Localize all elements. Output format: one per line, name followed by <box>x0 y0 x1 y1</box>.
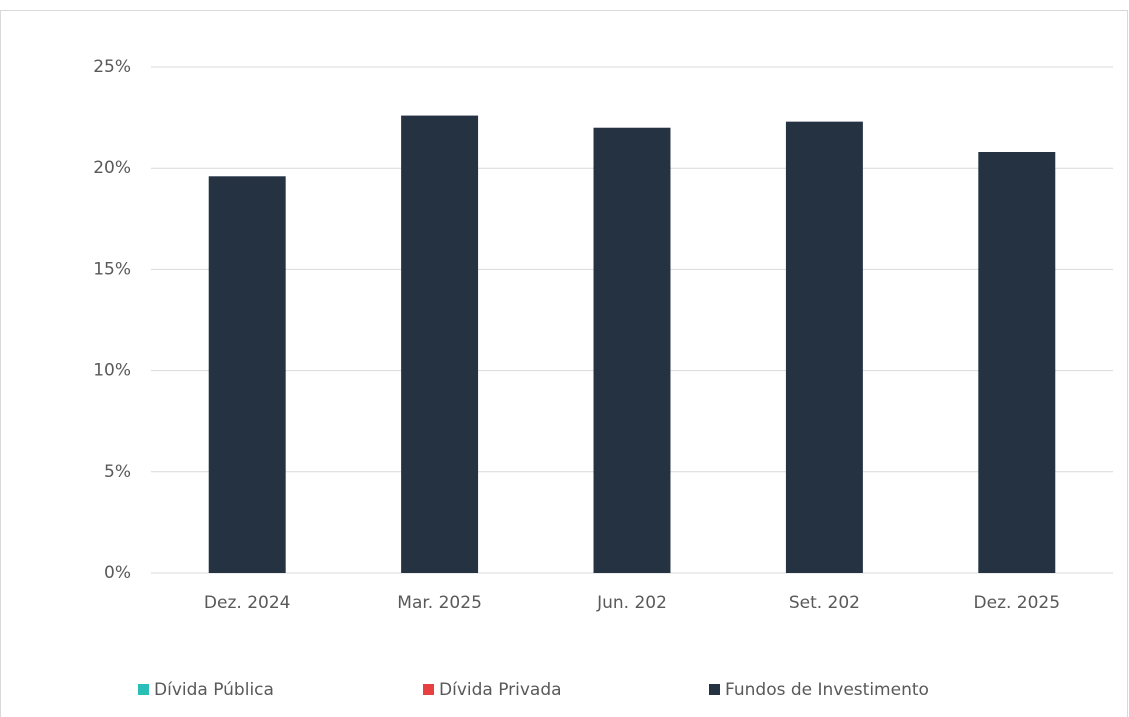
y-tick-label: 10% <box>93 361 131 381</box>
legend-swatch <box>709 684 720 695</box>
bar <box>593 127 671 573</box>
y-tick-label: 0% <box>104 563 131 583</box>
x-tick-label: Jun. 202 <box>596 593 667 613</box>
legend-swatch <box>423 684 434 695</box>
y-tick-label: 5% <box>104 462 131 482</box>
x-tick-label: Dez. 2025 <box>974 593 1061 613</box>
bar <box>978 152 1056 573</box>
legend-swatch <box>138 684 149 695</box>
y-tick-label: 15% <box>93 259 131 279</box>
y-tick-label: 20% <box>93 158 131 178</box>
x-tick-label: Mar. 2025 <box>397 593 482 613</box>
legend-label: Dívida Pública <box>154 680 274 700</box>
x-tick-label: Set. 202 <box>789 593 860 613</box>
legend-label: Fundos de Investimento <box>725 680 929 700</box>
bar <box>785 121 863 573</box>
bar <box>208 176 286 573</box>
x-tick-label: Dez. 2024 <box>204 593 291 613</box>
bar <box>401 115 479 574</box>
chart-border <box>0 10 1128 717</box>
legend-label: Dívida Privada <box>439 680 562 700</box>
y-tick-label: 25% <box>93 57 131 77</box>
